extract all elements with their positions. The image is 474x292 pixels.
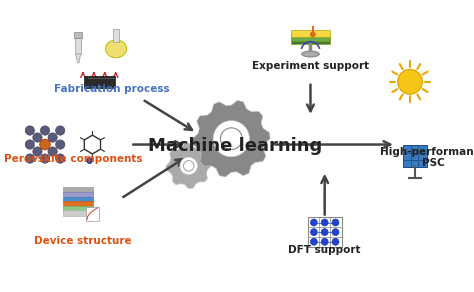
Ellipse shape — [25, 126, 35, 135]
FancyBboxPatch shape — [113, 29, 119, 42]
Ellipse shape — [332, 219, 339, 226]
Ellipse shape — [25, 154, 35, 163]
Text: Machine learning: Machine learning — [147, 137, 322, 155]
Ellipse shape — [220, 128, 242, 150]
FancyBboxPatch shape — [63, 197, 93, 201]
Ellipse shape — [310, 32, 315, 37]
Ellipse shape — [33, 133, 42, 142]
FancyBboxPatch shape — [308, 217, 342, 247]
Ellipse shape — [321, 219, 328, 226]
Ellipse shape — [183, 161, 194, 171]
Ellipse shape — [25, 140, 35, 149]
Ellipse shape — [55, 126, 65, 135]
Ellipse shape — [106, 40, 127, 58]
FancyBboxPatch shape — [86, 207, 99, 221]
Ellipse shape — [48, 147, 57, 156]
Text: Experiment support: Experiment support — [252, 61, 369, 71]
Ellipse shape — [310, 229, 318, 236]
FancyBboxPatch shape — [63, 206, 93, 211]
Ellipse shape — [321, 229, 328, 236]
Ellipse shape — [180, 157, 197, 175]
FancyBboxPatch shape — [84, 76, 116, 88]
FancyBboxPatch shape — [291, 37, 330, 44]
Ellipse shape — [33, 147, 42, 156]
Ellipse shape — [55, 154, 65, 163]
Ellipse shape — [310, 219, 318, 226]
FancyBboxPatch shape — [291, 34, 330, 41]
Ellipse shape — [332, 238, 339, 245]
Ellipse shape — [48, 133, 57, 142]
Ellipse shape — [87, 158, 92, 164]
Ellipse shape — [55, 140, 65, 149]
FancyBboxPatch shape — [75, 38, 81, 54]
FancyBboxPatch shape — [403, 145, 427, 167]
Polygon shape — [166, 143, 211, 189]
Text: Device structure: Device structure — [34, 236, 132, 246]
Ellipse shape — [310, 238, 318, 245]
Text: DFT support: DFT support — [289, 245, 361, 255]
FancyBboxPatch shape — [63, 210, 93, 216]
FancyBboxPatch shape — [63, 187, 93, 193]
FancyBboxPatch shape — [63, 201, 93, 206]
Ellipse shape — [40, 154, 50, 163]
Ellipse shape — [302, 51, 319, 57]
Ellipse shape — [398, 69, 422, 94]
Polygon shape — [192, 100, 270, 177]
FancyBboxPatch shape — [291, 30, 330, 37]
FancyBboxPatch shape — [63, 192, 93, 197]
Text: Fabrication process: Fabrication process — [54, 84, 169, 94]
Ellipse shape — [40, 139, 50, 150]
Polygon shape — [76, 54, 81, 63]
Ellipse shape — [332, 229, 339, 236]
FancyBboxPatch shape — [74, 32, 82, 38]
Ellipse shape — [40, 126, 50, 135]
Text: Perovskite components: Perovskite components — [4, 154, 143, 164]
Text: High-performance
PSC: High-performance PSC — [380, 147, 474, 168]
Ellipse shape — [213, 121, 249, 157]
Ellipse shape — [321, 238, 328, 245]
